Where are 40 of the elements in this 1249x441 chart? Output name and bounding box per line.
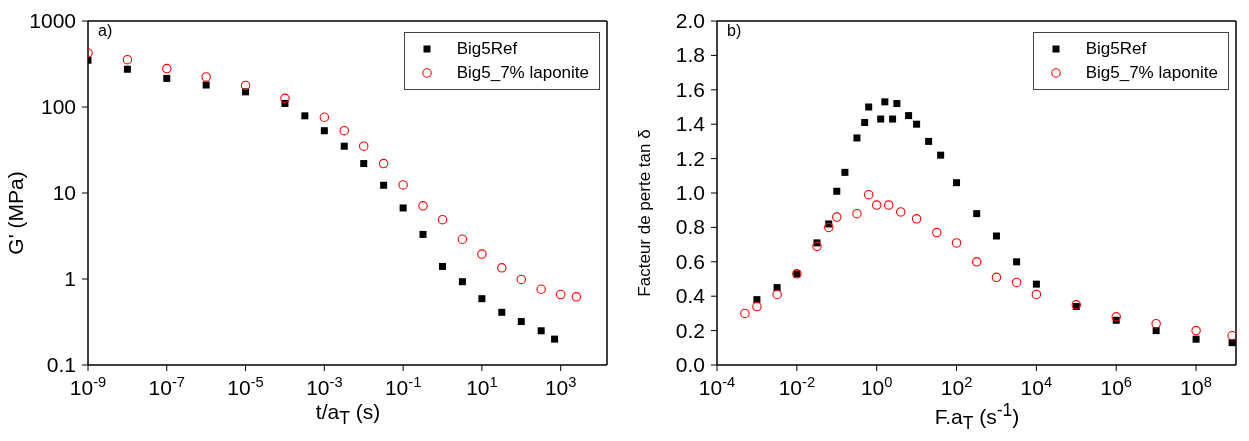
y-tick-label: 1: [64, 267, 76, 290]
x-tick-label: 10$^{-2}$: [778, 374, 816, 399]
annotation: a): [98, 22, 113, 40]
y-tick-label: 0.6: [675, 249, 705, 273]
x-tick-label: 10$^{0}$: [860, 374, 893, 399]
x-tick-label: 10$^{1}$: [466, 374, 498, 399]
x-tick-label: 10$^{-3}$: [306, 374, 343, 399]
y-tick-label: 0.8: [675, 215, 705, 239]
y-axis-title: G' (MPa): [4, 170, 28, 255]
y-tick-label: 10: [52, 181, 76, 204]
y-tick-label: 1.4: [675, 112, 706, 136]
y-tick-label: 0.2: [675, 318, 705, 342]
x-axis-title: F.a$_{T}$ (s$^{-1}$): [933, 400, 1021, 435]
y-tick-label: 1.6: [675, 77, 705, 101]
x-tick-label: 10$^{6}$: [1100, 374, 1132, 399]
y-tick-label: 0.0: [675, 353, 705, 376]
y-tick-label: 1.0: [675, 181, 705, 204]
x-tick-label: 10$^{-5}$: [227, 374, 264, 399]
x-tick-label: 10$^{-1}$: [384, 374, 422, 399]
x-tick-label: 10$^{4}$: [1020, 374, 1053, 399]
annotation: b): [727, 22, 742, 40]
x-tick-label: 10$^{8}$: [1180, 374, 1212, 399]
y-tick-label: 2.0: [675, 9, 705, 32]
y-tick-label: 0.4: [675, 284, 706, 308]
legend-label: Big5_7% laponite: [1085, 62, 1218, 84]
y-axis-title: Facteur de perte tan δ: [635, 128, 655, 297]
y-tick-label: 100: [40, 95, 76, 118]
x-tick-label: 10$^{-7}$: [148, 374, 185, 399]
y-tick-label: 1.2: [675, 146, 705, 170]
legend-label: Big5Ref: [1085, 38, 1147, 60]
y-tick-label: 1.8: [675, 43, 705, 67]
y-tick-label: 0.1: [46, 353, 76, 376]
x-tick-label: 10$^{-9}$: [69, 374, 107, 399]
x-axis-title: t/a$_{T}$ (s): [314, 400, 382, 430]
legend-label: Big5_7% laponite: [456, 62, 589, 84]
x-tick-label: 10$^{2}$: [940, 374, 973, 399]
x-tick-label: 10$^{3}$: [544, 374, 577, 399]
legend-label: Big5Ref: [456, 38, 518, 60]
x-tick-label: 10$^{-4}$: [698, 374, 736, 399]
y-tick-label: 1000: [29, 9, 76, 32]
